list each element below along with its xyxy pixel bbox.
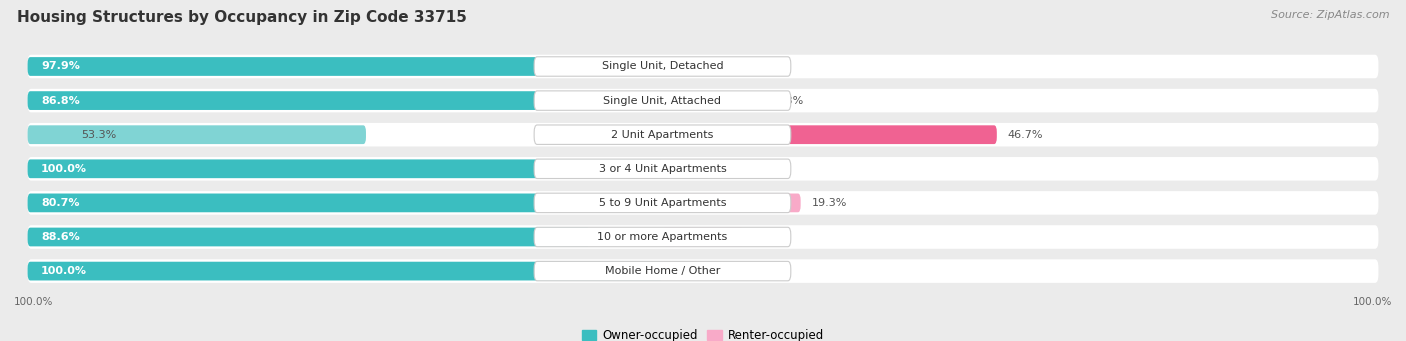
FancyBboxPatch shape [28,193,540,212]
FancyBboxPatch shape [662,193,800,212]
FancyBboxPatch shape [28,225,1378,249]
Text: 97.9%: 97.9% [41,61,80,72]
FancyBboxPatch shape [534,193,790,213]
FancyBboxPatch shape [662,228,744,246]
FancyBboxPatch shape [28,91,579,110]
Text: Single Unit, Attached: Single Unit, Attached [603,95,721,106]
Text: 86.8%: 86.8% [41,95,80,106]
Text: 11.4%: 11.4% [755,232,790,242]
Text: 80.7%: 80.7% [41,198,80,208]
Text: 100.0%: 100.0% [14,297,53,307]
Text: 10 or more Apartments: 10 or more Apartments [598,232,727,242]
Text: 0.0%: 0.0% [673,164,702,174]
Text: 100.0%: 100.0% [41,164,87,174]
Text: 100.0%: 100.0% [1353,297,1392,307]
FancyBboxPatch shape [534,227,790,247]
FancyBboxPatch shape [534,159,790,178]
FancyBboxPatch shape [28,191,1378,215]
Legend: Owner-occupied, Renter-occupied: Owner-occupied, Renter-occupied [578,325,828,341]
Text: Source: ZipAtlas.com: Source: ZipAtlas.com [1271,10,1389,20]
Text: Single Unit, Detached: Single Unit, Detached [602,61,723,72]
FancyBboxPatch shape [662,125,997,144]
Text: Housing Structures by Occupancy in Zip Code 33715: Housing Structures by Occupancy in Zip C… [17,10,467,25]
Text: 100.0%: 100.0% [41,266,87,276]
FancyBboxPatch shape [28,57,650,76]
Text: 3 or 4 Unit Apartments: 3 or 4 Unit Apartments [599,164,727,174]
Text: 5 to 9 Unit Apartments: 5 to 9 Unit Apartments [599,198,727,208]
FancyBboxPatch shape [28,157,1378,181]
Text: 2.1%: 2.1% [689,61,717,72]
Text: 46.7%: 46.7% [1008,130,1043,140]
FancyBboxPatch shape [28,123,1378,147]
FancyBboxPatch shape [28,262,662,280]
Text: 0.0%: 0.0% [673,266,702,276]
FancyBboxPatch shape [534,125,790,145]
FancyBboxPatch shape [662,91,758,110]
Text: 53.3%: 53.3% [82,130,117,140]
FancyBboxPatch shape [534,57,790,76]
FancyBboxPatch shape [662,57,678,76]
FancyBboxPatch shape [28,228,591,246]
FancyBboxPatch shape [28,89,1378,113]
FancyBboxPatch shape [28,125,366,144]
Text: 2 Unit Apartments: 2 Unit Apartments [612,130,714,140]
FancyBboxPatch shape [534,91,790,110]
Text: 19.3%: 19.3% [811,198,846,208]
Text: 13.3%: 13.3% [769,95,804,106]
Text: Mobile Home / Other: Mobile Home / Other [605,266,720,276]
FancyBboxPatch shape [534,261,790,281]
FancyBboxPatch shape [28,55,1378,78]
FancyBboxPatch shape [28,259,1378,283]
Text: 88.6%: 88.6% [41,232,80,242]
FancyBboxPatch shape [28,159,662,178]
